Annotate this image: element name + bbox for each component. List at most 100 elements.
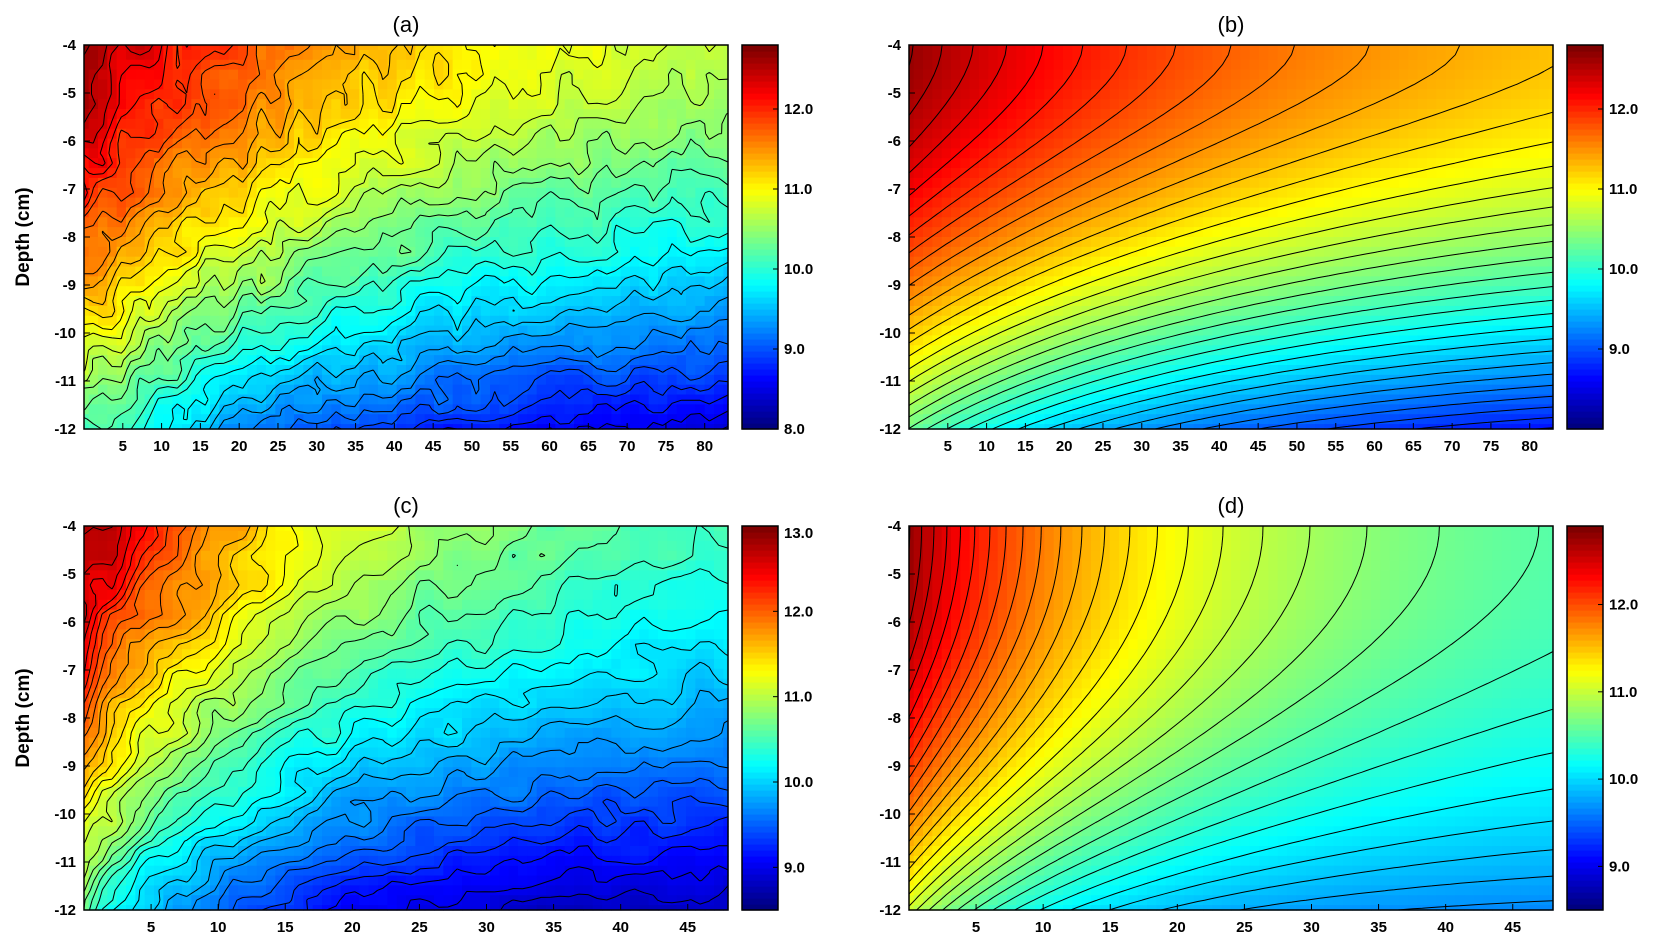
heatmap-cell (368, 286, 379, 297)
heatmap-cell (997, 69, 1008, 81)
heatmap-cell (695, 276, 706, 287)
heatmap-cell (84, 246, 90, 258)
heatmap-cell (988, 69, 999, 81)
heatmap-cell (443, 237, 454, 248)
heatmap-cell (1016, 197, 1027, 209)
heatmap-cell (303, 158, 314, 169)
heatmap-cell (434, 89, 444, 100)
heatmap-cell (1296, 168, 1307, 179)
heatmap-cell (116, 128, 127, 140)
heatmap-cell (443, 286, 454, 297)
heatmap-cell (518, 246, 528, 258)
heatmap-cell (979, 148, 989, 159)
heatmap-cell (266, 414, 276, 425)
heatmap-cell (960, 246, 971, 258)
heatmap-cell (499, 305, 510, 317)
heatmap-cell (424, 49, 435, 61)
heatmap-cell (219, 187, 230, 199)
heatmap-cell (247, 158, 258, 169)
heatmap-cell (1455, 118, 1465, 130)
heatmap-cell (434, 374, 444, 386)
heatmap-cell (1268, 197, 1279, 209)
heatmap-cell (490, 118, 500, 130)
heatmap-cell (1333, 148, 1344, 159)
heatmap-cell (932, 99, 943, 110)
heatmap-cell (667, 89, 678, 100)
heatmap-cell (294, 335, 304, 346)
heatmap-cell (1259, 148, 1269, 159)
heatmap-cell (695, 246, 706, 258)
heatmap-cell (1165, 59, 1176, 71)
heatmap-cell (592, 187, 603, 199)
heatmap-cell (1184, 59, 1195, 71)
heatmap-cell (368, 355, 379, 366)
heatmap-cell (172, 394, 183, 405)
heatmap-cell (592, 335, 603, 346)
heatmap-cell (191, 69, 202, 81)
heatmap-cell (1277, 138, 1288, 149)
heatmap-cell (1165, 296, 1176, 307)
heatmap-cell (144, 69, 155, 81)
heatmap-cell (1483, 227, 1493, 238)
heatmap-cell (116, 276, 127, 287)
heatmap-cell (695, 207, 706, 218)
heatmap-cell (988, 177, 999, 189)
heatmap-cell (1389, 197, 1400, 209)
heatmap-cell (256, 89, 267, 100)
heatmap-cell (396, 49, 407, 61)
colorbar-swatch (742, 165, 778, 172)
heatmap-cell (1520, 305, 1531, 317)
heatmap-cell (1548, 79, 1554, 90)
heatmap-cell (312, 286, 323, 297)
heatmap-cell (182, 158, 192, 169)
heatmap-cell (555, 305, 566, 317)
heatmap-cell (275, 266, 286, 277)
heatmap-cell (583, 355, 594, 366)
heatmap-cell (88, 365, 99, 376)
heatmap-cell (1455, 79, 1465, 90)
heatmap-cell (1501, 89, 1512, 100)
heatmap-cell (1333, 276, 1344, 287)
heatmap-cell (1016, 89, 1027, 100)
heatmap-cell (1352, 118, 1363, 130)
heatmap-cell (1548, 305, 1554, 317)
heatmap-cell (452, 168, 463, 179)
heatmap-cell (695, 79, 706, 90)
heatmap-cell (1324, 197, 1335, 209)
heatmap-cell (247, 365, 258, 376)
heatmap-cell (443, 89, 454, 100)
heatmap-cell (331, 217, 342, 228)
heatmap-cell (1548, 217, 1554, 228)
heatmap-cell (424, 404, 435, 415)
x-tick-label: 10 (153, 438, 170, 455)
colorbar-swatch (742, 411, 778, 418)
heatmap-cell (1296, 207, 1307, 218)
heatmap-cell (84, 45, 90, 51)
heatmap-cell (154, 168, 164, 179)
heatmap-cell (1119, 148, 1129, 159)
heatmap-cell (415, 148, 426, 159)
heatmap-cell (135, 138, 146, 149)
heatmap-cell (172, 187, 183, 199)
heatmap-cell (1203, 237, 1213, 248)
heatmap-cell (1184, 45, 1195, 51)
heatmap-cell (88, 138, 99, 149)
heatmap-cell (424, 227, 435, 238)
heatmap-cell (1165, 237, 1176, 248)
heatmap-cell (1156, 148, 1167, 159)
heatmap-cell (406, 424, 416, 430)
colorbar: 8.09.010.011.012.0 (741, 44, 813, 438)
heatmap-cell (527, 148, 538, 159)
heatmap-cell (462, 266, 472, 277)
heatmap-cell (396, 158, 407, 169)
heatmap-cell (406, 296, 416, 307)
heatmap-cell (979, 187, 989, 199)
heatmap-cell (387, 128, 398, 140)
colorbar-swatch (742, 219, 778, 226)
heatmap-cell (1529, 207, 1540, 218)
heatmap-cell (969, 168, 980, 179)
heatmap-cell (1025, 69, 1036, 81)
heatmap-cell (378, 45, 388, 51)
heatmap-cell (1483, 246, 1493, 258)
heatmap-cell (1277, 207, 1288, 218)
